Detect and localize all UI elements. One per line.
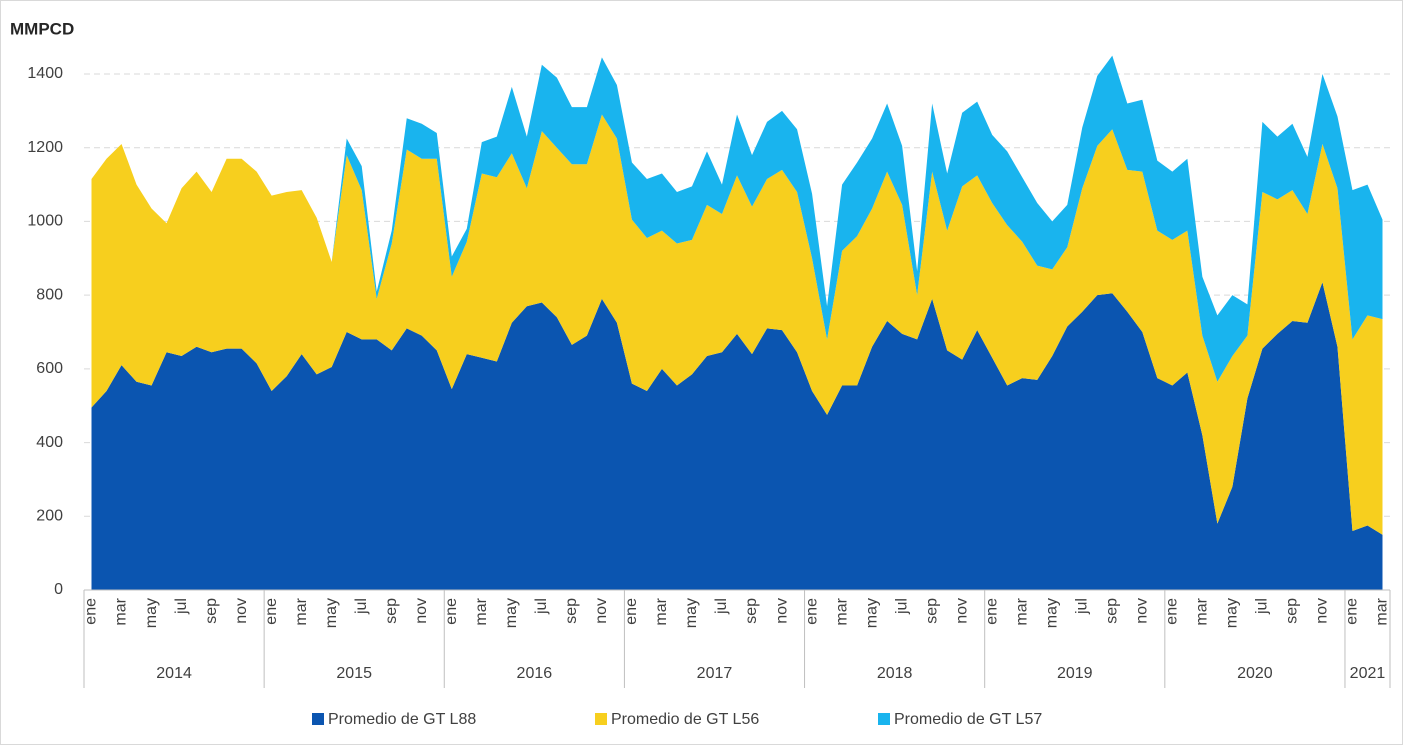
legend-label: Promedio de GT L56 (611, 711, 759, 728)
x-tick-label: jul (893, 598, 910, 615)
area (91, 282, 1383, 590)
area (91, 114, 1383, 535)
x-tick-label: mar (113, 597, 130, 625)
y-tick-label: 1200 (27, 139, 63, 156)
area (91, 55, 1383, 382)
x-tick-label: mar (1013, 597, 1030, 625)
x-tick-label: sep (743, 598, 760, 624)
x-tick-label: sep (923, 598, 940, 624)
legend-label: Promedio de GT L57 (894, 711, 1042, 728)
x-tick-label: may (683, 598, 700, 628)
year-label: 2015 (336, 665, 372, 682)
x-tick-label: sep (1284, 598, 1301, 624)
x-tick-label: nov (773, 598, 790, 624)
x-tick-label: jul (1254, 598, 1271, 615)
y-tick-label: 800 (36, 286, 63, 303)
x-tick-label: nov (593, 598, 610, 624)
y-tick-label: 600 (36, 360, 63, 377)
x-tick-label: jul (713, 598, 730, 615)
x-tick-label: mar (833, 597, 850, 625)
legend: Promedio de GT L88 Promedio de GT L56 Prom… (312, 711, 1042, 728)
x-tick-label: ene (1344, 598, 1361, 625)
x-tick-label: ene (623, 598, 640, 625)
x-tick-label: sep (1104, 598, 1121, 624)
y-tick-label: 400 (36, 434, 63, 451)
x-tick-label: ene (1164, 598, 1181, 625)
legend-swatch (595, 713, 607, 725)
legend-swatch (878, 713, 890, 725)
x-tick-label: sep (563, 598, 580, 624)
x-tick-label: may (503, 598, 520, 628)
x-tick-label: nov (413, 598, 430, 624)
year-label: 2019 (1057, 665, 1093, 682)
year-label: 2014 (156, 665, 192, 682)
areas (91, 55, 1383, 590)
x-tick-label: ene (263, 598, 280, 625)
year-label: 2020 (1237, 665, 1273, 682)
x-tick-label: jul (533, 598, 550, 615)
x-tick-label: may (323, 598, 340, 628)
y-tick-label: 1400 (27, 65, 63, 82)
x-tick-label: may (1043, 598, 1060, 628)
year-label: 2018 (877, 665, 913, 682)
x-tick-label: may (143, 598, 160, 628)
year-label: 2016 (517, 665, 553, 682)
x-tick-label: nov (953, 598, 970, 624)
x-tick-label: jul (1073, 598, 1090, 615)
x-tick-label: mar (1194, 597, 1211, 625)
x-tick-label: may (863, 598, 880, 628)
x-tick-label: ene (83, 598, 100, 625)
y-tick-label: 1000 (27, 213, 63, 230)
year-label: 2017 (697, 665, 733, 682)
x-tick-label: ene (983, 598, 1000, 625)
x-tick-label: nov (233, 598, 250, 624)
y-tick-label: 0 (54, 581, 63, 598)
x-tick-label: may (1224, 598, 1241, 628)
x-tick-label: jul (173, 598, 190, 615)
x-tick-label: mar (1374, 597, 1391, 625)
x-tick-label: jul (353, 598, 370, 615)
x-tick-label: mar (653, 597, 670, 625)
legend-label: Promedio de GT L88 (328, 711, 476, 728)
x-tick-label: mar (293, 597, 310, 625)
x-tick-label: nov (1314, 598, 1331, 624)
x-tick-label: sep (203, 598, 220, 624)
x-tick-label: ene (443, 598, 460, 625)
x-tick-label: mar (473, 597, 490, 625)
x-tick-label: nov (1134, 598, 1151, 624)
x-tick-label: sep (383, 598, 400, 624)
year-label: 2021 (1350, 665, 1386, 682)
y-tick-label: 200 (36, 508, 63, 525)
x-tick-label: ene (803, 598, 820, 625)
y-axis-title: MMPCD (10, 19, 74, 38)
legend-swatch (312, 713, 324, 725)
